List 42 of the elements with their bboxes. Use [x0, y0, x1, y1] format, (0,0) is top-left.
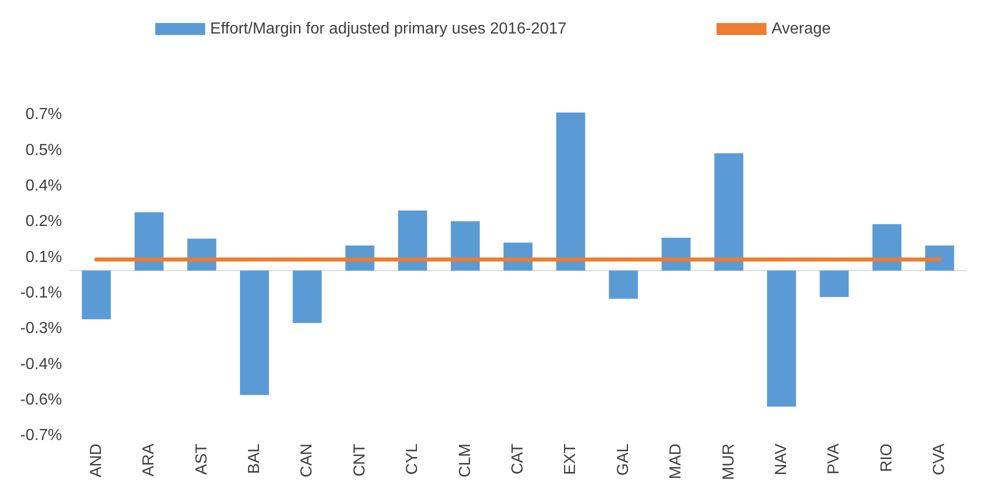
- bar: [767, 270, 796, 407]
- x-tick-label: CAN: [298, 444, 316, 478]
- y-tick-label: -0.3%: [20, 320, 62, 338]
- x-tick-label: GAL: [614, 443, 632, 476]
- x-tick-label: CNT: [351, 443, 368, 476]
- x-tick-label: CLM: [456, 444, 474, 478]
- bar: [608, 270, 638, 299]
- x-tick-label: PVA: [826, 443, 843, 474]
- y-tick-label: -0.1%: [20, 284, 62, 302]
- y-tick-label: -0.4%: [20, 356, 62, 373]
- bar: [556, 112, 586, 271]
- legend-label: Effort/Margin for adjusted primary uses 2016-2017: [210, 20, 567, 38]
- x-tick-label: MUR: [720, 444, 738, 480]
- x-tick-label: CVA: [931, 443, 948, 476]
- y-tick-label: 0.5%: [26, 142, 62, 159]
- x-tick-label: CAT: [510, 443, 526, 474]
- bar: [134, 212, 164, 271]
- y-tick-label: -0.6%: [20, 391, 62, 408]
- y-tick-label: 0.4%: [26, 177, 62, 194]
- y-tick-label: -0.7%: [20, 427, 62, 444]
- bar: [450, 221, 480, 271]
- x-tick-label: ARA: [140, 443, 158, 476]
- bar: [240, 270, 269, 396]
- bar: [292, 270, 322, 324]
- x-tick-label: RIO: [878, 444, 896, 472]
- bar: [820, 270, 849, 297]
- bar: [82, 270, 111, 320]
- bar: [714, 153, 744, 271]
- legend-label: Average: [772, 20, 831, 38]
- x-tick-label: NAV: [773, 443, 790, 476]
- bar: [925, 245, 954, 271]
- bar: [398, 210, 428, 271]
- x-tick-label: MAD: [668, 444, 685, 480]
- x-tick-label: AND: [88, 444, 105, 478]
- x-tick-label: BAL: [246, 443, 263, 474]
- y-tick-label: 0.2%: [26, 213, 62, 230]
- bar: [872, 224, 902, 271]
- y-tick-label: 0.1%: [26, 248, 62, 266]
- x-tick-label: EXT: [562, 443, 580, 475]
- x-tick-label: CYL: [404, 443, 422, 475]
- y-tick-label: 0.7%: [26, 106, 62, 124]
- x-tick-label: AST: [193, 443, 210, 475]
